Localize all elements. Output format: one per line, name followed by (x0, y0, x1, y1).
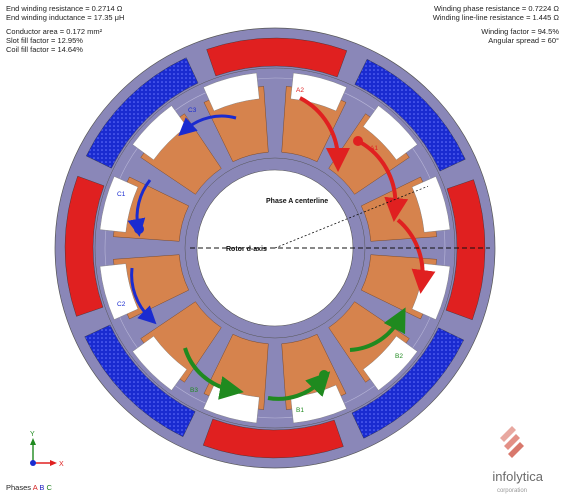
coordinate-triad: Y X (30, 431, 64, 468)
infolytica-logo-icon (500, 426, 524, 458)
coil-label-a2: A2 (296, 87, 304, 94)
winding-line-line-resistance: Winding line-line resistance = 1.445 Ω (432, 13, 559, 22)
magnet-segment (206, 37, 348, 78)
slot-opening (411, 176, 451, 233)
phases-label: Phases (6, 483, 32, 492)
coil-label-c3: C3 (188, 107, 197, 114)
conductor-area: Conductor area = 0.172 mm² (6, 27, 103, 36)
coil-label-b3: B3 (190, 387, 198, 394)
magnet-segment (351, 327, 465, 439)
phase-c-toggle[interactable]: C (46, 483, 52, 492)
coil-label-c2: C2 (117, 301, 126, 308)
magnet-segment (84, 324, 196, 438)
slot-opening (99, 176, 139, 233)
coil-arrows (127, 96, 436, 401)
slot-opening (362, 105, 418, 161)
magnet-segment (202, 418, 344, 459)
triad-y-label: Y (30, 431, 35, 438)
phase-b-toggle[interactable]: B (39, 483, 45, 492)
magnet-segment (64, 175, 105, 317)
magnet-segment (85, 57, 199, 169)
end-winding-inductance: End winding inductance = 17.35 μH (6, 13, 125, 22)
triad-x-label: X (59, 461, 64, 468)
coil-label-c1: C1 (117, 191, 126, 198)
slot-opening (99, 263, 139, 320)
slot-opening (132, 335, 188, 391)
angular-spread: Angular spread = 60° (488, 36, 559, 45)
magnet-ring (64, 37, 486, 459)
slot-opening (362, 335, 418, 391)
coil-fill-factor: Coil fill factor = 14.64% (6, 45, 83, 54)
slot-opening (290, 72, 347, 112)
rotor-d-axis-label: Rotor d-axis (226, 246, 267, 253)
slot-fill-factor: Slot fill factor = 12.95% (6, 36, 83, 45)
coil-label-b1: B1 (296, 407, 304, 414)
left-info-panel: End winding resistance = 0.2714 Ω End wi… (6, 4, 124, 54)
coil-label-b2: B2 (395, 353, 403, 360)
logo-sub: corporation (496, 488, 527, 494)
slot-opening (132, 105, 188, 161)
phase-a-centerline-label: Phase A centerline (266, 198, 328, 205)
end-winding-resistance: End winding resistance = 0.2714 Ω (6, 4, 123, 13)
phases-legend: Phases A B C (6, 483, 52, 492)
magnet-segment (354, 58, 466, 172)
slot-opening (203, 72, 260, 112)
winding-phase-resistance: Winding phase resistance = 0.7224 Ω (433, 4, 559, 13)
logo-name: infolytica (492, 469, 543, 484)
right-info-panel: Winding phase resistance = 0.7224 Ω Wind… (433, 4, 559, 45)
slot-opening (203, 384, 260, 424)
winding-factor: Winding factor = 94.5% (481, 27, 559, 36)
coil-label-a1: A1 (370, 145, 378, 152)
phase-a-centerline-line (274, 185, 429, 249)
phase-a-toggle[interactable]: A (32, 483, 38, 492)
magnet-segment (445, 179, 486, 321)
